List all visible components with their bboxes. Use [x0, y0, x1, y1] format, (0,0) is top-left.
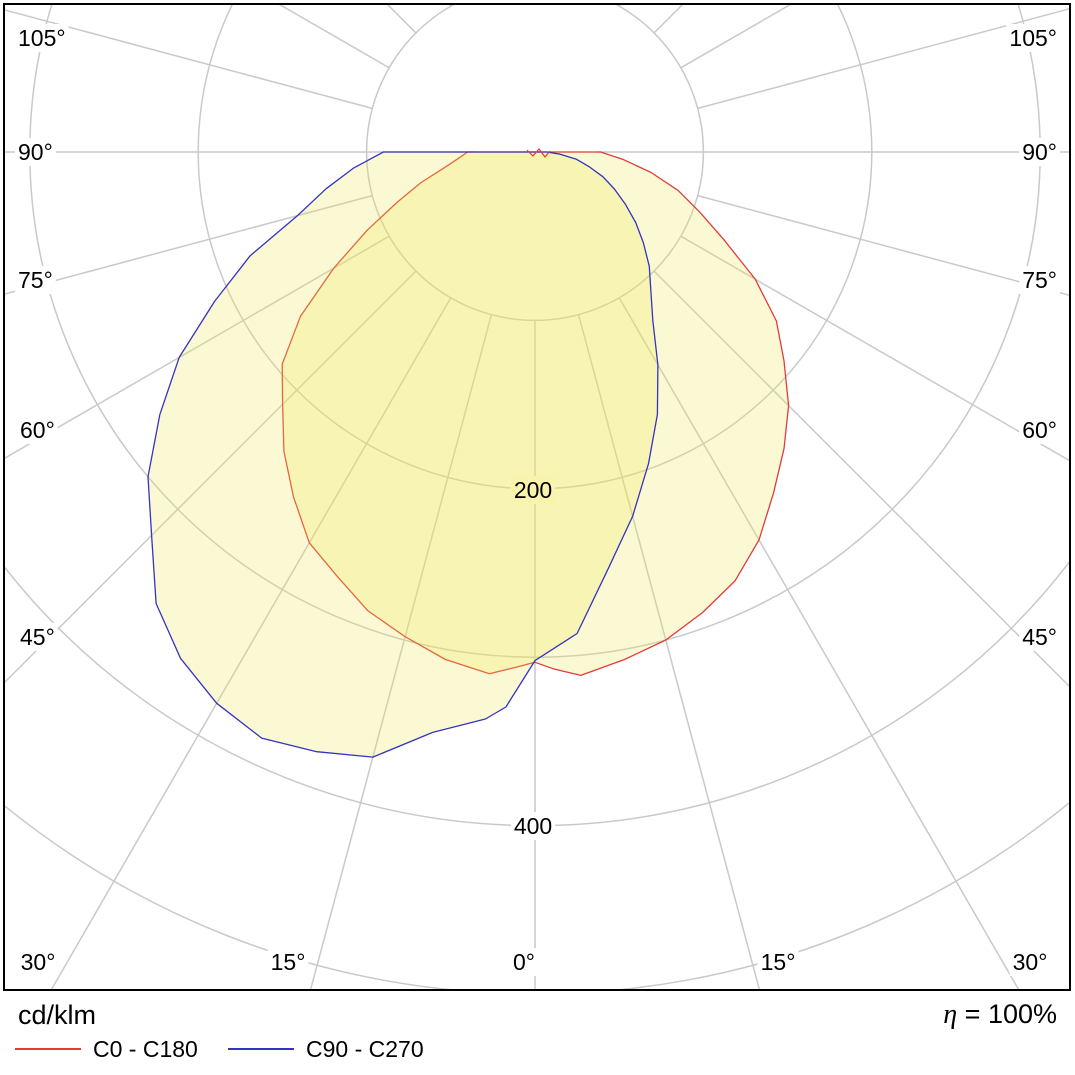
label-backdrop: [1006, 24, 1060, 52]
angle-label-left-45: 45°: [20, 624, 55, 650]
eta-symbol: η: [943, 999, 958, 1030]
ring-label-200: 200: [514, 477, 552, 503]
label-backdrop: [1019, 623, 1060, 651]
ring-label-400: 400: [514, 813, 552, 839]
curve-C0-C180: [281, 151, 790, 677]
angle-label-right-105: 105°: [1009, 25, 1057, 51]
intensity-curves: [147, 151, 790, 758]
label-backdrop: [17, 623, 58, 651]
label-backdrop: [1009, 948, 1051, 976]
origin-marker: [526, 148, 551, 158]
label-backdrop: [1019, 416, 1060, 444]
label-backdrop: [17, 948, 59, 976]
legend-item-c90-c270: C90 - C270: [228, 1035, 424, 1062]
angle-label-bottom-15L: 15°: [271, 949, 306, 975]
angle-label-right-90: 90°: [1022, 139, 1057, 165]
chart-border: [3, 3, 1071, 991]
label-backdrop: [1019, 266, 1060, 294]
label-backdrop: [15, 138, 56, 166]
angle-label-right-75: 75°: [1022, 267, 1057, 293]
label-backdrop: [757, 948, 799, 976]
angle-label-right-60: 60°: [1022, 417, 1057, 443]
label-backdrop: [510, 476, 556, 504]
axis-labels: 105° 90° 75° 60° 45° 105° 90° 75° 60° 45…: [15, 24, 1060, 976]
label-backdrop: [510, 948, 538, 976]
legend-line-red: [15, 1048, 81, 1050]
angle-label-bottom-0: 0°: [513, 949, 535, 975]
angle-label-right-45: 45°: [1022, 624, 1057, 650]
label-backdrop: [15, 24, 69, 52]
angle-label-bottom-15R: 15°: [761, 949, 796, 975]
angle-label-left-90: 90°: [18, 139, 53, 165]
angle-label-left-75: 75°: [18, 267, 53, 293]
label-backdrop: [15, 266, 56, 294]
label-backdrop: [510, 812, 556, 840]
legend-label: C90 - C270: [306, 1035, 424, 1062]
legend-item-c0-c180: C0 - C180: [15, 1035, 198, 1062]
label-backdrop: [267, 948, 309, 976]
eta-value: = 100%: [957, 999, 1057, 1029]
angle-label-left-105: 105°: [18, 25, 66, 51]
unit-label: cd/klm: [18, 1000, 97, 1030]
legend-label: C0 - C180: [93, 1035, 198, 1062]
angle-label-bottom-30R: 30°: [1013, 949, 1048, 975]
label-backdrop: [17, 416, 58, 444]
angle-label-bottom-30L: 30°: [21, 949, 56, 975]
legend-line-blue: [228, 1048, 294, 1050]
curve-C90-C270: [147, 151, 659, 758]
label-backdrop: [1019, 138, 1060, 166]
efficiency-label: η = 100%: [943, 999, 1057, 1031]
angle-label-left-60: 60°: [20, 417, 55, 443]
